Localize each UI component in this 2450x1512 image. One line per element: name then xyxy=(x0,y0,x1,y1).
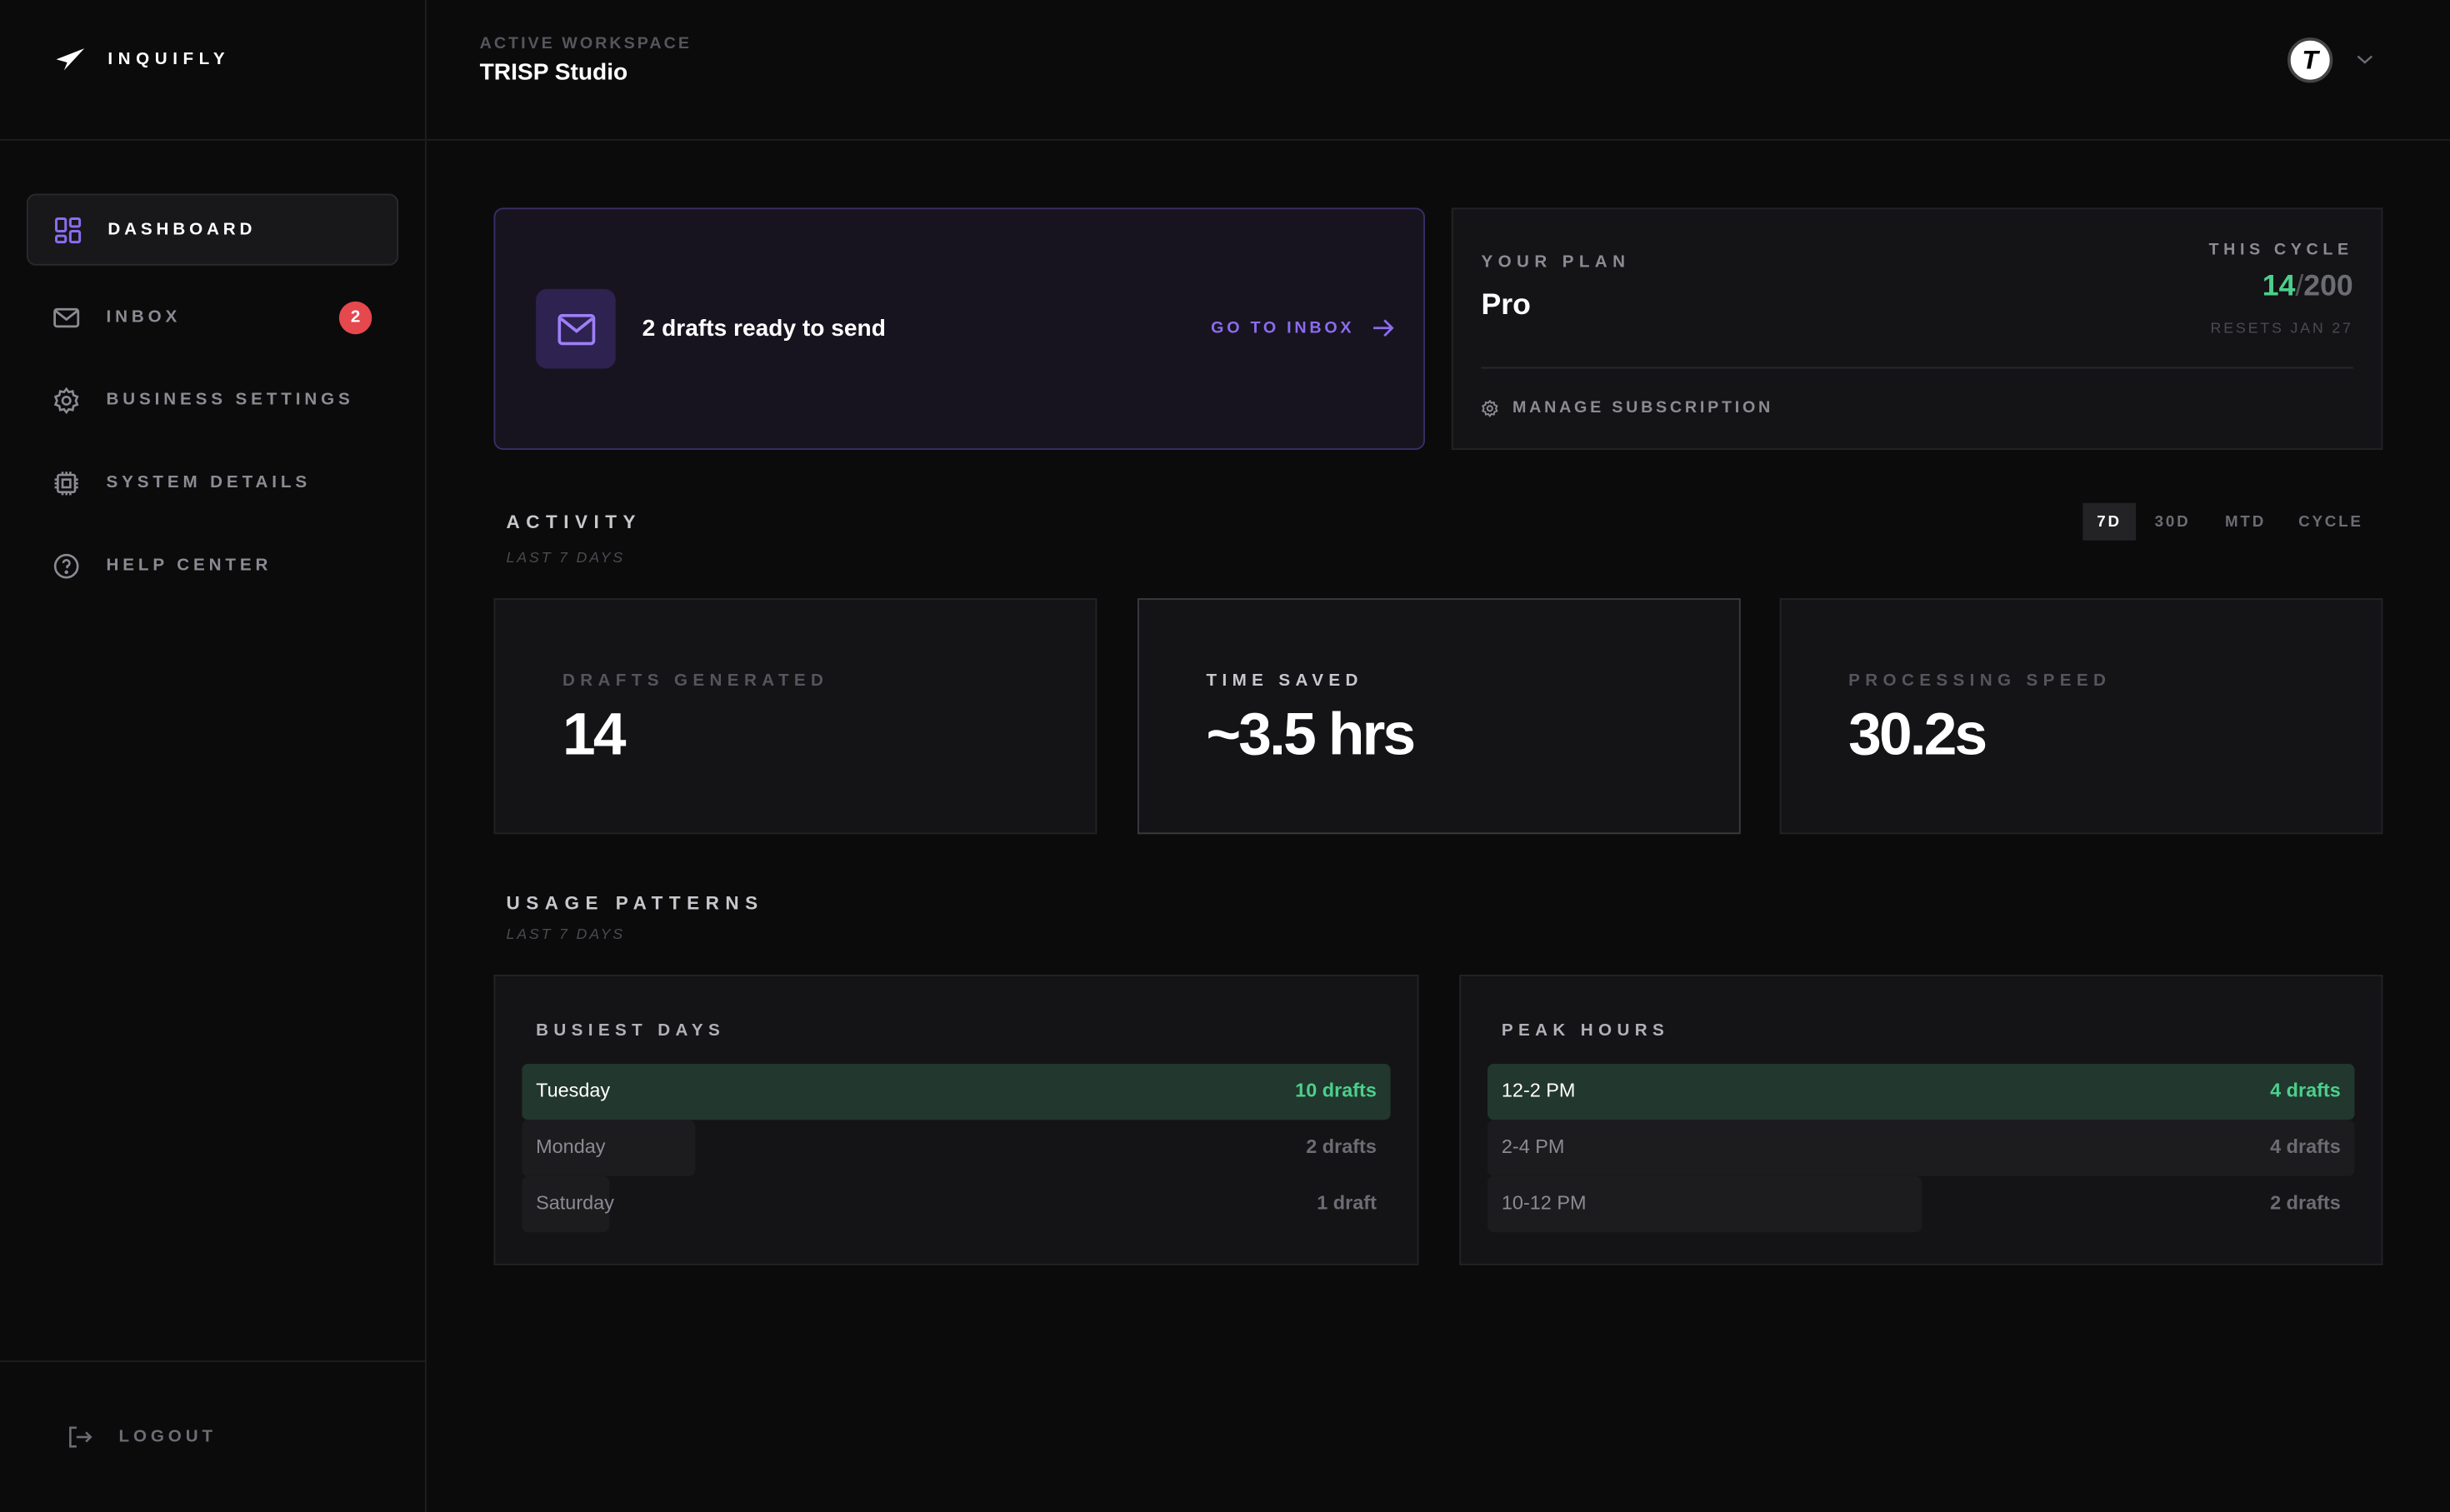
cycle-used: 14 xyxy=(2262,270,2296,303)
divider xyxy=(0,138,427,141)
workspace-label: ACTIVE WORKSPACE xyxy=(479,34,692,53)
stat-card-drafts-generated: DRAFTS GENERATED 14 xyxy=(493,598,1098,835)
usage-bar xyxy=(522,1175,609,1233)
usage-bar xyxy=(522,1063,1391,1120)
chevron-down-icon[interactable] xyxy=(2357,53,2374,66)
sidebar-item-dashboard[interactable]: DASHBOARD xyxy=(26,193,399,266)
paper-plane-icon xyxy=(56,48,85,71)
range-cycle[interactable]: CYCLE xyxy=(2298,512,2363,531)
cycle-limit: 200 xyxy=(2303,270,2353,303)
usage-row-label: Monday xyxy=(536,1135,606,1158)
usage-row: 12-2 PM 4 drafts xyxy=(1488,1063,2355,1120)
sidebar: INQUIFLY DASHBOARD INBOX 2 BUSINESS SETT… xyxy=(0,0,427,1512)
busiest-days-title: BUSIEST DAYS xyxy=(536,1021,726,1040)
plan-card: YOUR PLAN Pro THIS CYCLE 14/200 RESETS J… xyxy=(1451,207,2383,450)
usage-row-value: 10 drafts xyxy=(1295,1079,1377,1101)
go-to-inbox-label: GO TO INBOX xyxy=(1211,318,1355,338)
cycle-sep: / xyxy=(2295,270,2304,303)
usage-bar xyxy=(1488,1120,2355,1176)
help-icon xyxy=(53,552,79,578)
peak-hours-card: PEAK HOURS 12-2 PM 4 drafts 2-4 PM 4 drafts… xyxy=(1459,975,2383,1265)
usage-row-value: 2 drafts xyxy=(1306,1135,1377,1158)
mail-icon xyxy=(557,312,595,345)
cycle-label: THIS CYCLE xyxy=(2208,240,2353,260)
stat-label: DRAFTS GENERATED xyxy=(562,671,829,691)
logout-icon xyxy=(69,1426,92,1448)
activity-subtitle: LAST 7 DAYS xyxy=(506,550,625,567)
avatar-letter: T xyxy=(2302,44,2318,75)
usage-row: Tuesday 10 drafts xyxy=(522,1063,1391,1120)
usage-row-value: 4 drafts xyxy=(2270,1135,2341,1158)
cycle-reset: RESETS JAN 27 xyxy=(2210,320,2353,337)
usage-bar xyxy=(1488,1063,2355,1120)
stat-value: ~3.5 hrs xyxy=(1206,702,1417,769)
sidebar-item-label: HELP CENTER xyxy=(106,556,272,576)
sidebar-item-label: SYSTEM DETAILS xyxy=(106,473,312,492)
stat-label: TIME SAVED xyxy=(1206,671,1363,691)
usage-row-value: 2 drafts xyxy=(2270,1191,2341,1214)
sidebar-item-label: DASHBOARD xyxy=(108,220,257,239)
usage-subtitle: LAST 7 DAYS xyxy=(506,926,625,944)
sidebar-item-label: INBOX xyxy=(106,307,182,327)
peak-hours-title: PEAK HOURS xyxy=(1501,1021,1670,1040)
divider xyxy=(1481,367,2353,369)
mail-icon-box xyxy=(536,288,616,369)
range-7d[interactable]: 7D xyxy=(2082,502,2136,541)
sidebar-item-system-details[interactable]: SYSTEM DETAILS xyxy=(27,447,398,518)
mail-icon xyxy=(53,307,80,327)
usage-row-value: 1 draft xyxy=(1317,1191,1377,1214)
stat-label: PROCESSING SPEED xyxy=(1848,671,2112,691)
divider xyxy=(0,1360,427,1362)
grid-icon xyxy=(55,217,82,243)
gear-icon xyxy=(53,387,79,413)
logout-button[interactable]: LOGOUT xyxy=(68,1425,217,1450)
banner-text: 2 drafts ready to send xyxy=(642,315,886,342)
brand-name: INQUIFLY xyxy=(108,50,231,69)
sidebar-item-inbox[interactable]: INBOX 2 xyxy=(27,282,398,353)
sidebar-item-label: BUSINESS SETTINGS xyxy=(106,390,354,410)
usage-row-label: Saturday xyxy=(536,1191,614,1214)
gear-icon xyxy=(1482,399,1498,417)
header-divider xyxy=(426,138,2450,141)
cycle-usage: 14/200 xyxy=(2262,270,2353,304)
arrow-right-icon xyxy=(1372,319,1394,337)
usage-row-label: 12-2 PM xyxy=(1501,1079,1576,1101)
stat-value: 30.2s xyxy=(1848,702,1988,769)
stat-value: 14 xyxy=(562,702,626,769)
inbox-count-badge: 2 xyxy=(338,300,372,334)
usage-row-label: 2-4 PM xyxy=(1501,1135,1565,1158)
usage-row: 10-12 PM 2 drafts xyxy=(1488,1175,2355,1233)
usage-row: Monday 2 drafts xyxy=(522,1120,1391,1176)
usage-row-label: Tuesday xyxy=(536,1079,611,1101)
brand-logo[interactable]: INQUIFLY xyxy=(55,47,231,72)
usage-row: 2-4 PM 4 drafts xyxy=(1488,1120,2355,1176)
workspace-name: TRISP Studio xyxy=(479,59,628,87)
stat-card-processing-speed: PROCESSING SPEED 30.2s xyxy=(1779,598,2383,835)
usage-bar xyxy=(1488,1175,1922,1233)
plan-label: YOUR PLAN xyxy=(1481,252,1631,272)
range-30d[interactable]: 30D xyxy=(2154,512,2191,531)
chip-icon xyxy=(54,471,78,495)
logout-label: LOGOUT xyxy=(118,1427,217,1447)
usage-row-label: 10-12 PM xyxy=(1501,1191,1587,1214)
usage-row-value: 4 drafts xyxy=(2270,1079,2341,1101)
usage-row: Saturday 1 draft xyxy=(522,1175,1391,1233)
range-mtd[interactable]: MTD xyxy=(2225,512,2267,531)
stat-card-time-saved: TIME SAVED ~3.5 hrs xyxy=(1138,598,1741,835)
sidebar-item-help-center[interactable]: HELP CENTER xyxy=(27,530,398,601)
manage-subscription-label: MANAGE SUBSCRIPTION xyxy=(1512,398,1774,417)
usage-bar xyxy=(522,1120,696,1176)
plan-name: Pro xyxy=(1481,288,1531,322)
sidebar-item-business-settings[interactable]: BUSINESS SETTINGS xyxy=(27,364,398,436)
usage-title: USAGE PATTERNS xyxy=(506,891,764,914)
go-to-inbox-link[interactable]: GO TO INBOX xyxy=(1211,318,1394,338)
busiest-days-card: BUSIEST DAYS Tuesday 10 drafts Monday 2 dra… xyxy=(493,975,1419,1265)
avatar[interactable]: T xyxy=(2288,37,2333,83)
activity-title: ACTIVITY xyxy=(506,511,642,533)
drafts-ready-banner: 2 drafts ready to send GO TO INBOX xyxy=(493,207,1425,450)
manage-subscription-link[interactable]: MANAGE SUBSCRIPTION xyxy=(1482,398,1774,417)
